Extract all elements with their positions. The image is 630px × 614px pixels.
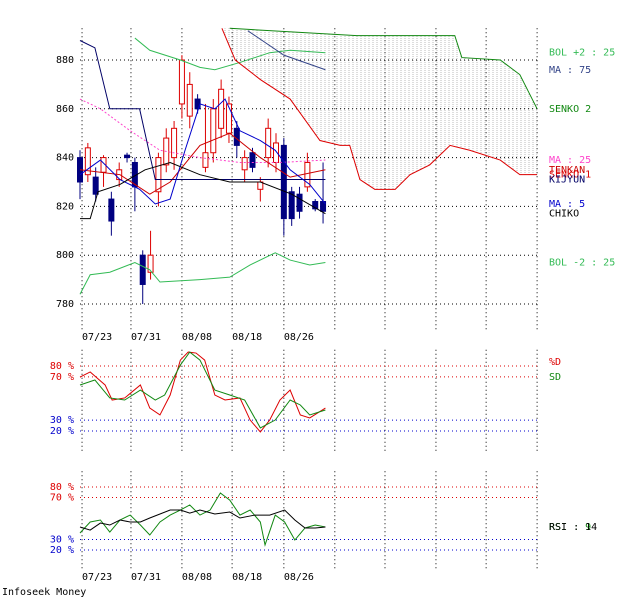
x-tick-label: 07/31 (131, 572, 161, 583)
legend-label: SENKO 2 (549, 104, 591, 115)
x-tick-label: 08/26 (284, 572, 314, 583)
legend-label: CHIKO (549, 209, 579, 220)
legend-label: MA : 25 (549, 155, 591, 166)
candle-body (304, 161, 311, 188)
series-line (221, 28, 538, 190)
y-tick-label: 70 % (50, 493, 74, 504)
x-tick-label: 08/18 (232, 332, 262, 343)
candle-body (280, 144, 287, 220)
x-tick-label: 08/18 (232, 572, 262, 583)
candle-body (265, 127, 272, 159)
series-line (247, 30, 326, 71)
candle-body (92, 176, 99, 195)
candle-body (84, 147, 91, 176)
series-line (79, 40, 326, 181)
candle-body (139, 254, 146, 285)
candle-body (178, 59, 185, 105)
footer: Infoseek Money (2, 587, 86, 598)
y-tick-label: 20 % (50, 545, 74, 556)
y-tick-label: 80 % (50, 361, 74, 372)
y-tick-label: 20 % (50, 426, 74, 437)
x-tick-label: 08/26 (284, 332, 314, 343)
candle-body (312, 201, 319, 210)
x-tick-label: 08/08 (182, 332, 212, 343)
candle-body (273, 142, 280, 163)
legend-label: MA : 5 (549, 199, 585, 210)
legend-label: MA : 75 (549, 65, 591, 76)
series-line (80, 161, 326, 220)
legend-label: TENKAN (549, 165, 585, 176)
series-line (79, 351, 326, 429)
legend-label: BOL +2 : 25 (549, 48, 615, 59)
legend-label: KIJYUN (549, 175, 585, 186)
candle-body (218, 88, 225, 129)
y-tick-label: 70 % (50, 372, 74, 383)
series-line (79, 98, 326, 163)
ichimoku-cloud (221, 28, 538, 190)
y-tick-label: 800 (56, 250, 74, 261)
candle-body (241, 157, 248, 171)
y-tick-label: 30 % (50, 535, 74, 546)
series-line (79, 132, 326, 195)
y-tick-label: 860 (56, 104, 74, 115)
series-line (134, 37, 326, 71)
legend-label: SD (549, 372, 561, 383)
candle-body (171, 127, 178, 159)
candle-body (155, 157, 162, 193)
legend-label: RSI : 14 (549, 522, 597, 533)
series-line (79, 509, 326, 531)
y-tick-label: 780 (56, 299, 74, 310)
candle-body (124, 154, 131, 159)
candle-body (186, 83, 193, 117)
x-tick-label: 08/08 (182, 572, 212, 583)
series-line (229, 27, 538, 110)
candle-body (249, 152, 256, 168)
candle-body (147, 254, 154, 273)
series-line (79, 252, 326, 295)
y-tick-label: 840 (56, 153, 74, 164)
y-tick-label: 30 % (50, 415, 74, 426)
candle-body (202, 152, 209, 168)
candle-body (288, 191, 295, 220)
series-line (79, 98, 326, 205)
candle-body (108, 198, 115, 222)
x-tick-label: 07/31 (131, 332, 161, 343)
candle-body (210, 108, 217, 154)
legend-label: %D (549, 357, 561, 368)
legend-label: BOL -2 : 25 (549, 258, 615, 269)
y-tick-label: 820 (56, 201, 74, 212)
legend-label: RSI : 9 (549, 522, 591, 533)
x-tick-label: 07/23 (82, 572, 112, 583)
candle-body (296, 193, 303, 212)
y-tick-label: 880 (56, 55, 74, 66)
y-tick-label: 80 % (50, 482, 74, 493)
series-line (79, 492, 326, 547)
x-tick-label: 07/23 (82, 332, 112, 343)
legend-label: SENKO 1 (549, 170, 591, 181)
series-line (79, 351, 326, 433)
